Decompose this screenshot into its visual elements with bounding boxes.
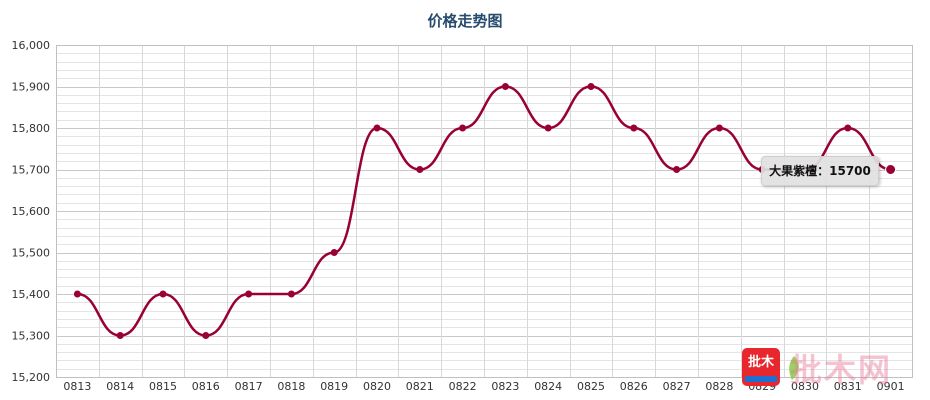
y-tick-label: 15,500 bbox=[12, 247, 51, 260]
data-point bbox=[673, 166, 681, 173]
x-tick-label: 0813 bbox=[63, 380, 91, 393]
x-tick-label: 0818 bbox=[277, 380, 305, 393]
x-tick-label: 0901 bbox=[877, 380, 905, 393]
data-point bbox=[416, 166, 424, 173]
watermark-logo: 批木 bbox=[742, 348, 780, 386]
x-tick-label: 0820 bbox=[363, 380, 391, 393]
x-tick-label: 0823 bbox=[491, 380, 519, 393]
data-point bbox=[202, 332, 210, 339]
data-point bbox=[587, 83, 595, 90]
x-tick-label: 0826 bbox=[620, 380, 648, 393]
data-point bbox=[544, 124, 552, 132]
x-tick-label: 0828 bbox=[705, 380, 733, 393]
x-tick-label: 0825 bbox=[577, 380, 605, 393]
x-tick-label: 0819 bbox=[320, 380, 348, 393]
y-tick-label: 15,400 bbox=[12, 288, 51, 301]
x-tick-label: 0824 bbox=[534, 380, 562, 393]
x-tick-label: 0821 bbox=[406, 380, 434, 393]
y-tick-label: 16,000 bbox=[12, 39, 51, 52]
x-tick-label: 0822 bbox=[449, 380, 477, 393]
data-point bbox=[715, 124, 723, 132]
watermark-logo-text: 批木 bbox=[747, 355, 774, 370]
data-point bbox=[459, 124, 467, 132]
y-tick-label: 15,900 bbox=[12, 81, 51, 94]
data-point bbox=[501, 83, 509, 90]
watermark-text: 批木网 bbox=[790, 351, 893, 389]
data-point bbox=[630, 124, 638, 132]
data-point bbox=[159, 290, 167, 298]
data-point bbox=[287, 290, 295, 298]
chart-title: 价格走势图 bbox=[427, 12, 503, 30]
y-tick-label: 15,800 bbox=[12, 122, 51, 135]
x-tick-label: 0817 bbox=[235, 380, 263, 393]
data-point bbox=[245, 290, 253, 298]
data-point bbox=[373, 124, 381, 132]
y-tick-label: 15,700 bbox=[12, 164, 51, 177]
leaf-icon bbox=[789, 356, 799, 380]
x-tick-label: 0814 bbox=[106, 380, 134, 393]
x-tick-label: 0815 bbox=[149, 380, 177, 393]
data-point bbox=[844, 124, 852, 132]
data-point bbox=[330, 249, 338, 256]
plot-border bbox=[56, 45, 913, 378]
data-point bbox=[116, 332, 124, 339]
series-line bbox=[77, 85, 891, 337]
y-tick-label: 15,600 bbox=[12, 205, 51, 218]
x-tick-label: 0816 bbox=[192, 380, 220, 393]
x-tick-label: 0830 bbox=[791, 380, 819, 393]
tooltip-text: 大果紫檀：15700 bbox=[769, 164, 871, 178]
watermark: 批木 批木网 bbox=[742, 345, 928, 393]
tooltip: 大果紫檀：15700 bbox=[761, 156, 879, 186]
data-point bbox=[885, 164, 897, 175]
y-tick-label: 15,200 bbox=[12, 371, 51, 384]
x-tick-label: 0827 bbox=[663, 380, 691, 393]
y-tick-label: 15,300 bbox=[12, 330, 51, 343]
data-point bbox=[73, 290, 81, 298]
x-tick-label: 0831 bbox=[834, 380, 862, 393]
